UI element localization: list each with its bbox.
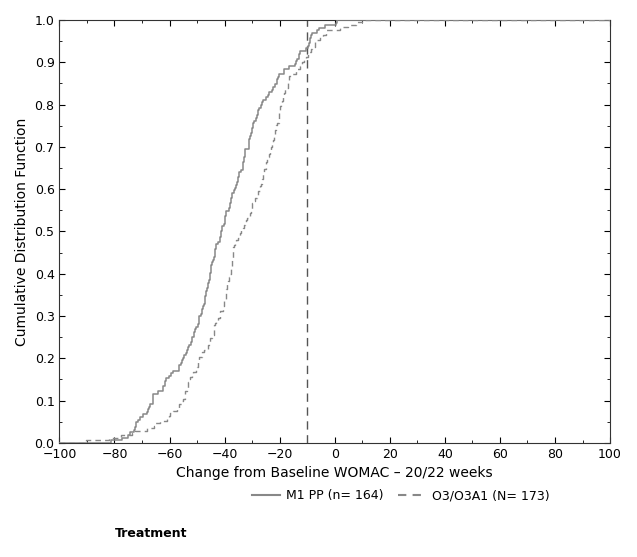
Legend: M1 PP (n= 164), O3/O3A1 (N= 173): M1 PP (n= 164), O3/O3A1 (N= 173): [252, 489, 550, 502]
Text: Treatment: Treatment: [115, 527, 187, 540]
Y-axis label: Cumulative Distribution Function: Cumulative Distribution Function: [15, 118, 29, 345]
X-axis label: Change from Baseline WOMAC – 20/22 weeks: Change from Baseline WOMAC – 20/22 weeks: [176, 466, 493, 480]
